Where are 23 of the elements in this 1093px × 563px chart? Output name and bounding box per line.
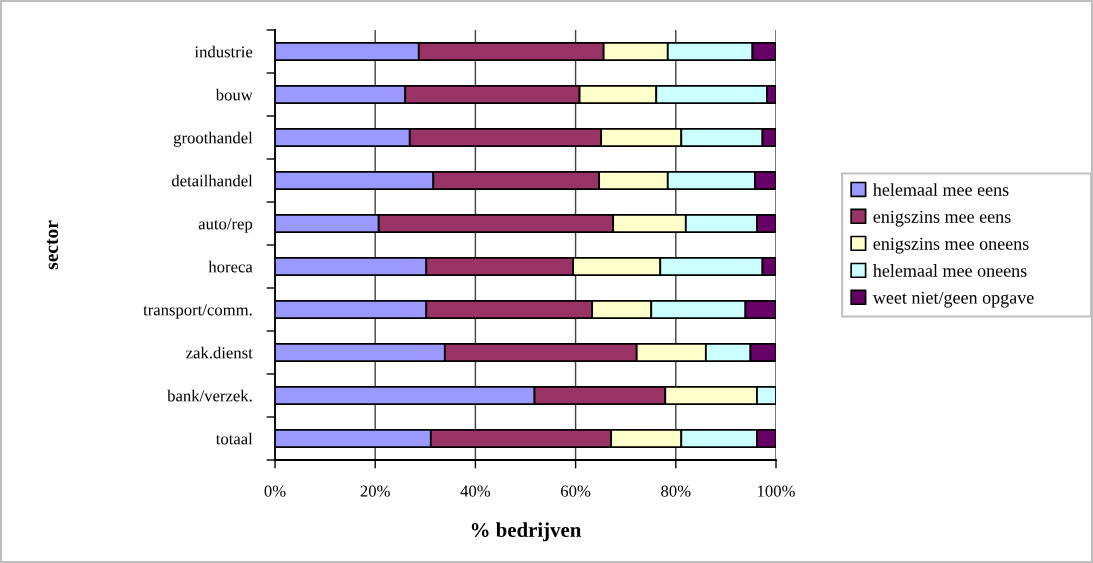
legend-label: enigszins mee eens — [873, 210, 1011, 227]
y-tick-label: groothandel — [173, 131, 253, 147]
y-tick-label: bouw — [215, 88, 253, 101]
x-tick-label: 20% — [360, 485, 390, 497]
x-tick-label: 40% — [460, 485, 491, 497]
y-axis-title: sector — [46, 220, 59, 270]
x-tick-label: 0% — [264, 485, 286, 497]
y-tick-label: zak.dienst — [186, 346, 253, 359]
y-tick-label: bank/verzek. — [167, 389, 252, 402]
x-tick-label: 100% — [758, 485, 795, 497]
y-tick-label: detailhandel — [171, 174, 253, 187]
legend-label: enigszins mee oneens — [873, 237, 1029, 254]
x-tick-label: 60% — [561, 485, 591, 497]
legend-label: helemaal mee eens — [873, 183, 1009, 196]
y-tick-label: auto/rep — [198, 218, 253, 233]
y-tick-label: horeca — [208, 260, 253, 273]
legend-label: helemaal mee oneens — [873, 264, 1027, 277]
x-axis-title: % bedrijven — [471, 522, 582, 542]
y-tick-label: totaal — [215, 432, 253, 445]
y-tick-label: industrie — [194, 45, 253, 58]
y-tick-label: transport/comm. — [143, 304, 252, 319]
legend-label: weet niet/geen opgave — [872, 291, 1034, 308]
x-tick-label: 80% — [661, 485, 691, 497]
